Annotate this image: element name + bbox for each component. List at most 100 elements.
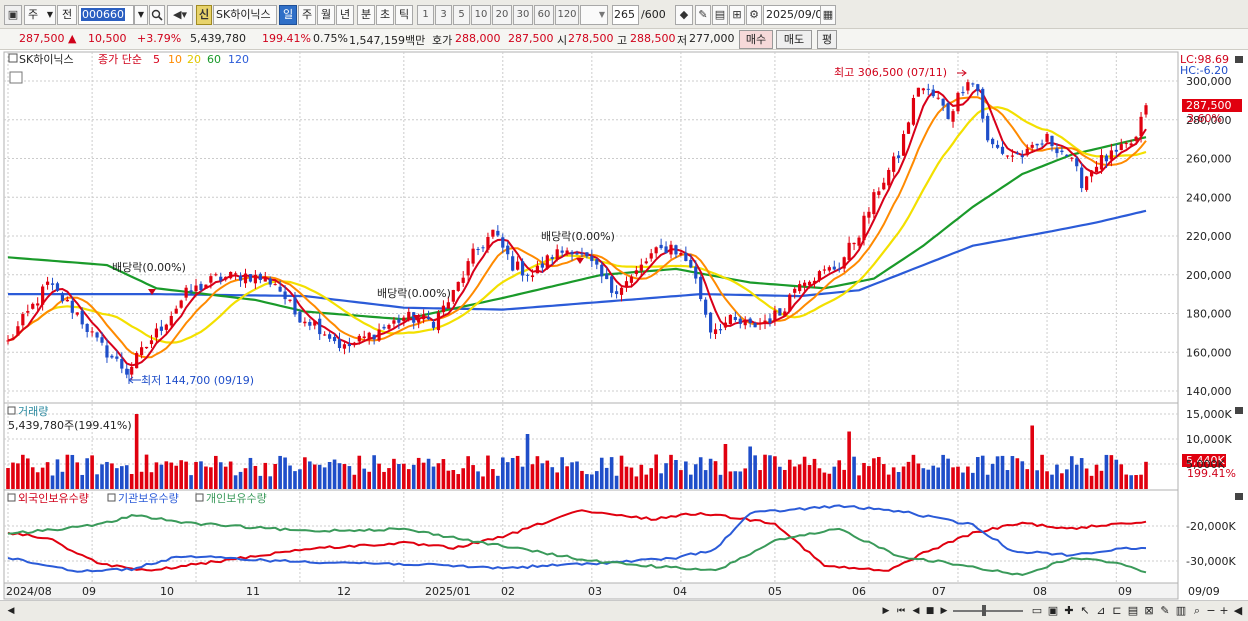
candle-settings-icon[interactable]: ◆ xyxy=(675,5,693,25)
calendar-icon[interactable]: ▦ xyxy=(820,5,836,25)
candle-body xyxy=(16,326,20,336)
draw-icon[interactable]: ✎ xyxy=(1160,604,1170,617)
scroll-right-button[interactable]: ▶ xyxy=(882,606,890,616)
candle-body xyxy=(417,319,421,323)
stop-button[interactable]: ■ xyxy=(925,606,935,616)
candle-body xyxy=(347,343,351,347)
crosshair-icon[interactable]: ✚ xyxy=(1064,604,1074,617)
interval-3[interactable]: 3 xyxy=(435,5,452,25)
marker-icon[interactable]: ⊿ xyxy=(1096,604,1106,617)
candle-body xyxy=(887,169,891,186)
tab-week[interactable]: 주 xyxy=(298,5,316,25)
price-pane-close-icon[interactable] xyxy=(1235,56,1243,63)
tab-year[interactable]: 년 xyxy=(336,5,354,25)
zoom-slider[interactable] xyxy=(953,610,1023,612)
period-select[interactable]: 주 ▼ xyxy=(24,5,56,25)
speaker-icon[interactable]: ◀▾ xyxy=(167,5,193,25)
zoom-out-button[interactable]: − xyxy=(1206,604,1216,617)
volume-bar xyxy=(896,472,901,489)
candle-body xyxy=(728,314,732,325)
count-input[interactable]: 265 xyxy=(612,5,639,25)
tab-tick[interactable]: 틱 xyxy=(395,5,413,25)
zoom-in-icon[interactable]: ⊞ xyxy=(729,5,745,25)
interval-120[interactable]: 120 xyxy=(555,5,579,25)
candle-body xyxy=(768,318,772,323)
candle-body xyxy=(995,144,1000,148)
holding-collapse-icon[interactable] xyxy=(7,493,16,502)
tab-second[interactable]: 초 xyxy=(376,5,394,25)
volume-bar xyxy=(322,467,327,489)
cursor-icon[interactable]: ↖ xyxy=(1080,604,1090,617)
sell-button[interactable]: 매도 xyxy=(776,30,812,49)
candle-body xyxy=(1085,176,1089,190)
zoom-box-icon[interactable]: ▣ xyxy=(1047,604,1059,617)
interval-30[interactable]: 30 xyxy=(513,5,533,25)
high-label: 고 xyxy=(617,34,628,47)
volume-bar xyxy=(95,474,99,489)
scroll-left-button[interactable]: ◀ xyxy=(7,606,15,616)
text-icon[interactable]: ⊠ xyxy=(1144,604,1154,617)
ruler-icon[interactable]: ⊏ xyxy=(1112,604,1122,617)
candle-body xyxy=(1104,155,1109,162)
volume-bar xyxy=(1050,474,1054,489)
volume-bar xyxy=(357,455,362,489)
zoom-slider-thumb[interactable] xyxy=(982,605,986,616)
zoom-fit-icon[interactable]: ▭ xyxy=(1031,604,1043,617)
gear-icon[interactable]: ⚙ xyxy=(746,5,762,25)
candle-body xyxy=(867,211,871,218)
volume-bar xyxy=(70,454,75,489)
candle-body xyxy=(753,323,757,328)
avg-button[interactable]: 평 xyxy=(817,30,837,49)
last-button[interactable]: ▶ xyxy=(940,606,948,616)
expand-icon[interactable]: ◀ xyxy=(1233,604,1243,617)
volume-bar xyxy=(45,462,50,489)
tab-month[interactable]: 월 xyxy=(317,5,335,25)
date-input[interactable]: 2025/09/09 xyxy=(763,5,829,25)
first-button[interactable]: ⏮ xyxy=(896,606,906,616)
volume-collapse-icon[interactable] xyxy=(7,406,16,415)
candle-body xyxy=(1075,158,1079,167)
buy-button[interactable]: 매수 xyxy=(739,30,773,49)
volume-bar xyxy=(827,473,832,489)
x-axis-label: 07 xyxy=(932,585,946,598)
interval-1[interactable]: 1 xyxy=(417,5,434,25)
save-icon[interactable]: ▤ xyxy=(712,5,728,25)
holding-pane-close-icon[interactable] xyxy=(1235,493,1243,500)
candle-body xyxy=(426,317,431,320)
new-listing-badge: 신 xyxy=(196,5,212,25)
chart-menu-icon[interactable] xyxy=(9,71,23,84)
layout-icon[interactable]: ▣ xyxy=(4,5,22,25)
print-icon[interactable]: ▥ xyxy=(1175,604,1187,617)
interval-5[interactable]: 5 xyxy=(453,5,470,25)
stock-code-dropdown[interactable]: ▼ xyxy=(134,5,148,25)
stock-code-input[interactable]: 000660 xyxy=(78,5,134,25)
interval-10[interactable]: 10 xyxy=(471,5,491,25)
search-icon[interactable] xyxy=(149,5,165,25)
candle-body xyxy=(1144,105,1148,115)
note-icon[interactable]: ▤ xyxy=(1127,604,1139,617)
zoom-in-button[interactable]: + xyxy=(1219,604,1229,617)
volume-pane-close-icon[interactable] xyxy=(1235,407,1243,414)
legend-collapse-icon[interactable] xyxy=(8,53,18,63)
interval-60[interactable]: 60 xyxy=(534,5,554,25)
tab-minute[interactable]: 분 xyxy=(357,5,375,25)
tab-day[interactable]: 일 xyxy=(279,5,297,25)
price-tick-label: 280,000 xyxy=(1186,114,1232,127)
volume-bar xyxy=(189,475,193,489)
search-icon[interactable]: ⌕ xyxy=(1193,604,1201,617)
volume-tick-label: 5,000K xyxy=(1186,458,1225,471)
holding-indiv-box[interactable] xyxy=(195,493,204,502)
candle-body xyxy=(159,326,163,331)
interval-custom-dropdown[interactable]: ▼ xyxy=(580,5,608,25)
candle-body xyxy=(357,335,361,342)
play-back-button[interactable]: ◀ xyxy=(912,606,920,616)
price-chart-svg[interactable]: SK하이닉스 종가 단순 5 10 20 60 120 LC:98.69 HC:… xyxy=(0,51,1248,600)
volume-bar xyxy=(476,471,480,489)
candle-body xyxy=(446,302,450,309)
prev-button[interactable]: 전 xyxy=(57,5,77,25)
draw-tool-icon[interactable]: ✎ xyxy=(695,5,711,25)
volume-bar xyxy=(718,474,723,489)
interval-20[interactable]: 20 xyxy=(492,5,512,25)
holding-inst-box[interactable] xyxy=(107,493,116,502)
volume-bar xyxy=(941,454,945,489)
